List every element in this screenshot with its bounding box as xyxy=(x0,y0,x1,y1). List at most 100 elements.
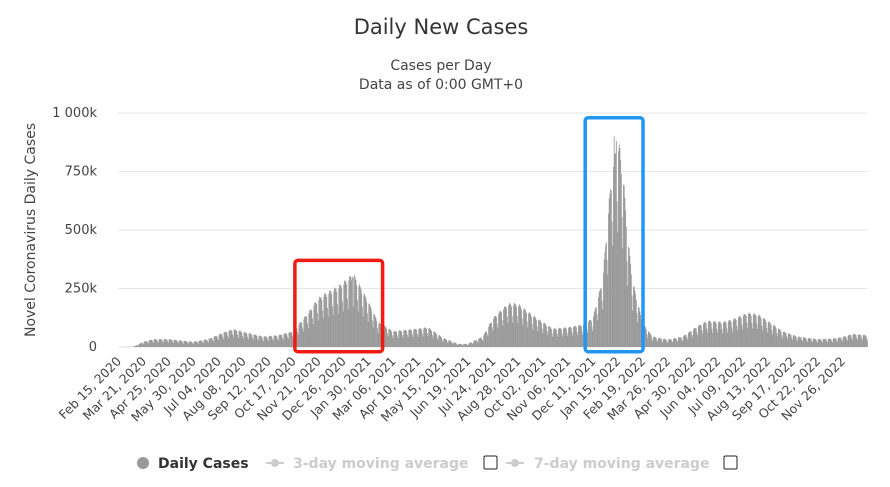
bar-daily-cases[interactable] xyxy=(399,330,400,347)
bar-daily-cases[interactable] xyxy=(651,338,653,347)
bar-daily-cases[interactable] xyxy=(326,296,328,347)
bar-daily-cases[interactable] xyxy=(722,333,724,347)
bar-daily-cases[interactable] xyxy=(361,293,363,347)
bar-daily-cases[interactable] xyxy=(234,329,236,347)
bar-daily-cases[interactable] xyxy=(814,338,816,347)
bar-daily-cases[interactable] xyxy=(613,136,615,347)
bar-daily-cases[interactable] xyxy=(468,343,470,347)
bar-daily-cases[interactable] xyxy=(516,306,517,347)
bar-daily-cases[interactable] xyxy=(494,316,496,347)
bar-daily-cases[interactable] xyxy=(737,318,739,347)
bar-daily-cases[interactable] xyxy=(327,308,328,347)
bar-daily-cases[interactable] xyxy=(292,335,293,347)
bar-daily-cases[interactable] xyxy=(523,309,525,347)
bar-daily-cases[interactable] xyxy=(751,323,753,347)
bar-daily-cases[interactable] xyxy=(333,291,335,347)
bar-daily-cases[interactable] xyxy=(528,312,530,347)
bar-daily-cases[interactable] xyxy=(318,299,320,347)
bar-daily-cases[interactable] xyxy=(858,334,860,347)
bar-daily-cases[interactable] xyxy=(632,310,634,347)
bar-daily-cases[interactable] xyxy=(816,341,818,347)
bar-daily-cases[interactable] xyxy=(367,321,369,347)
bar-daily-cases[interactable] xyxy=(590,321,592,347)
bar-daily-cases[interactable] xyxy=(565,328,567,347)
bar-daily-cases[interactable] xyxy=(297,334,299,347)
bar-daily-cases[interactable] xyxy=(619,148,621,347)
bar-daily-cases[interactable] xyxy=(684,335,686,347)
bar-daily-cases[interactable] xyxy=(700,324,701,347)
bar-daily-cases[interactable] xyxy=(242,338,244,347)
bar-daily-cases[interactable] xyxy=(801,339,803,347)
bar-daily-cases[interactable] xyxy=(735,318,736,347)
bar-daily-cases[interactable] xyxy=(669,339,671,347)
bar-daily-cases[interactable] xyxy=(260,336,262,347)
bar-daily-cases[interactable] xyxy=(356,284,358,347)
bar-daily-cases[interactable] xyxy=(237,337,239,347)
bar-daily-cases[interactable] xyxy=(712,322,714,347)
bar-daily-cases[interactable] xyxy=(394,331,396,347)
bar-daily-cases[interactable] xyxy=(580,326,582,347)
bar-daily-cases[interactable] xyxy=(167,341,169,347)
bar-daily-cases[interactable] xyxy=(853,333,855,347)
bar-daily-cases[interactable] xyxy=(424,327,425,347)
bar-daily-cases[interactable] xyxy=(386,333,388,347)
bar-daily-cases[interactable] xyxy=(834,338,836,347)
bar-daily-cases[interactable] xyxy=(340,285,342,347)
bar-daily-cases[interactable] xyxy=(289,331,291,347)
bar-daily-cases[interactable] xyxy=(676,340,678,347)
bar-daily-cases[interactable] xyxy=(756,323,758,347)
bar-daily-cases[interactable] xyxy=(190,341,192,347)
bar-daily-cases[interactable] xyxy=(702,323,704,347)
bar-daily-cases[interactable] xyxy=(849,334,851,347)
bar-daily-cases[interactable] xyxy=(688,331,690,347)
bar-daily-cases[interactable] xyxy=(296,328,298,347)
bar-daily-cases[interactable] xyxy=(358,286,360,347)
bar-daily-cases[interactable] xyxy=(302,331,304,347)
bar-daily-cases[interactable] xyxy=(359,284,360,347)
bar-daily-cases[interactable] xyxy=(200,340,202,348)
bar-daily-cases[interactable] xyxy=(782,332,784,347)
bar-daily-cases[interactable] xyxy=(484,332,486,347)
bar-daily-cases[interactable] xyxy=(849,334,851,347)
bar-daily-cases[interactable] xyxy=(730,321,732,347)
bar-daily-cases[interactable] xyxy=(443,338,445,347)
bar-daily-cases[interactable] xyxy=(670,339,672,347)
bar-daily-cases[interactable] xyxy=(198,340,200,347)
bar-daily-cases[interactable] xyxy=(409,329,411,347)
bar-daily-cases[interactable] xyxy=(635,300,637,347)
bar-daily-cases[interactable] xyxy=(716,328,718,347)
bar-daily-cases[interactable] xyxy=(245,332,247,347)
bar-daily-cases[interactable] xyxy=(796,339,798,347)
bar-daily-cases[interactable] xyxy=(772,334,773,347)
bar-daily-cases[interactable] xyxy=(254,334,256,347)
bar-daily-cases[interactable] xyxy=(763,317,765,347)
bar-daily-cases[interactable] xyxy=(757,315,759,347)
bar-daily-cases[interactable] xyxy=(662,339,664,347)
bar-daily-cases[interactable] xyxy=(773,324,775,347)
bar-daily-cases[interactable] xyxy=(459,343,461,347)
bar-daily-cases[interactable] xyxy=(338,288,340,347)
bar-daily-cases[interactable] xyxy=(761,325,763,347)
bar-daily-cases[interactable] xyxy=(536,319,537,347)
bar-daily-cases[interactable] xyxy=(705,323,707,347)
bar-daily-cases[interactable] xyxy=(541,323,542,347)
bar-daily-cases[interactable] xyxy=(822,339,824,347)
bar-daily-cases[interactable] xyxy=(363,295,365,347)
bar-daily-cases[interactable] xyxy=(857,339,858,347)
bar-daily-cases[interactable] xyxy=(840,337,842,347)
bar-daily-cases[interactable] xyxy=(455,343,457,347)
bar-daily-cases[interactable] xyxy=(710,321,711,347)
bar-daily-cases[interactable] xyxy=(210,338,211,347)
bar-daily-cases[interactable] xyxy=(328,293,330,347)
bar-daily-cases[interactable] xyxy=(247,336,248,347)
bar-daily-cases[interactable] xyxy=(745,314,746,347)
bar-daily-cases[interactable] xyxy=(183,341,185,347)
bar-daily-cases[interactable] xyxy=(477,342,479,347)
bar-daily-cases[interactable] xyxy=(631,295,633,347)
bar-daily-cases[interactable] xyxy=(697,335,699,347)
bar-daily-cases[interactable] xyxy=(421,333,423,347)
bar-daily-cases[interactable] xyxy=(168,339,170,347)
bar-daily-cases[interactable] xyxy=(432,338,434,347)
bar-daily-cases[interactable] xyxy=(300,322,302,347)
bar-daily-cases[interactable] xyxy=(777,328,779,347)
